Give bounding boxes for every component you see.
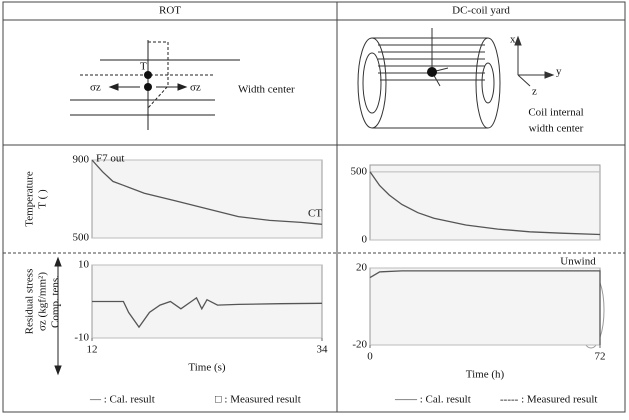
data-line (91, 159, 323, 225)
y-tick-label: 900 (73, 154, 90, 166)
x-tick-label: 72 (595, 351, 606, 363)
coil-diagram (357, 28, 555, 129)
point (144, 83, 152, 91)
axis-label: x (510, 34, 516, 46)
label: σz (90, 82, 101, 94)
label: width center (529, 123, 584, 135)
y-axis-label: Temperature (24, 171, 36, 227)
axis-label: y (556, 66, 562, 78)
data-line (369, 171, 601, 236)
y-tick-label: -20 (352, 339, 367, 351)
x-tick-label: 34 (317, 344, 329, 356)
label: Coil internal (528, 107, 583, 119)
x-axis-label: Time (s) (188, 362, 226, 374)
frame (2, 1, 626, 413)
plate-diagram (70, 40, 240, 130)
x-tick-label: 0 (367, 351, 373, 363)
data-line (369, 270, 601, 345)
y-axis-label: σz (kgf/mm²) (37, 272, 49, 331)
label: Width center (238, 84, 295, 96)
plot-area (91, 159, 323, 239)
point (144, 71, 152, 79)
axis-arrow (54, 256, 62, 376)
y-axis-label: Residual stress (24, 269, 36, 335)
legend-entry: —— : Cal. result (394, 394, 471, 406)
column-header: ROT (159, 5, 181, 17)
legend-entry: — : Cal. result (89, 394, 155, 406)
annotation: CT (308, 208, 322, 220)
y-tick-label: 20 (356, 262, 368, 274)
y-axis-label: T ( ) (37, 189, 49, 209)
plot-area (91, 264, 323, 339)
y-tick-label: 500 (351, 165, 368, 177)
plot-area (369, 164, 601, 241)
annotation: F7 out (96, 153, 124, 165)
x-axis-label: Time (h) (466, 369, 505, 381)
y-axis-label: Comp. tens. (50, 275, 62, 328)
data-line (92, 296, 323, 329)
label: σz (190, 82, 201, 94)
legend-entry: □ : Measured result (215, 394, 301, 406)
plot-area (369, 267, 601, 346)
point (427, 67, 437, 77)
column-header: DC-coil yard (452, 5, 510, 17)
y-tick-label: -10 (74, 332, 89, 344)
x-tick-label: 12 (87, 344, 98, 356)
annotation: Unwind (560, 256, 596, 268)
label: T (140, 61, 147, 73)
y-tick-label: 0 (362, 234, 368, 246)
y-tick-label: 10 (78, 259, 90, 271)
legend-entry: ----- : Measured result (500, 394, 597, 406)
y-tick-label: 500 (73, 232, 90, 244)
axis-label: z (532, 86, 537, 98)
